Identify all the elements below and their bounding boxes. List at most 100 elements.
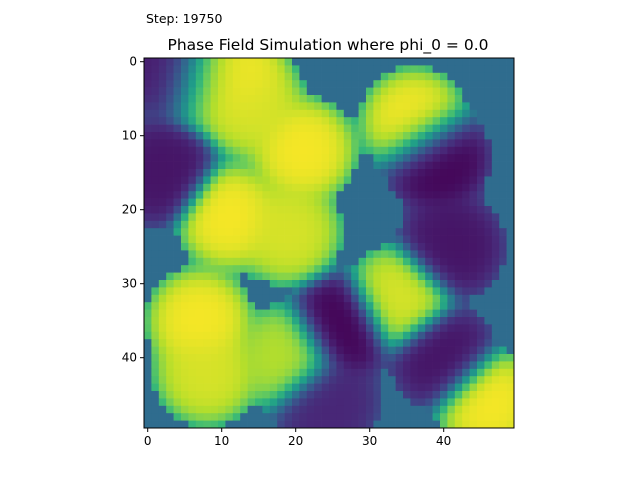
heatmap-cell <box>506 280 515 288</box>
heatmap-cell <box>343 361 352 370</box>
heatmap-cell <box>321 354 330 362</box>
heatmap-cell <box>173 324 182 333</box>
heatmap-cell <box>262 420 271 429</box>
heatmap-cell <box>440 117 448 125</box>
heatmap-cell <box>210 154 219 162</box>
heatmap-cell <box>255 250 263 259</box>
heatmap-cell <box>469 206 478 214</box>
heatmap-cell <box>440 58 448 66</box>
heatmap-cell <box>262 368 271 377</box>
heatmap-cell <box>269 317 278 325</box>
heatmap-cell <box>166 294 174 303</box>
heatmap-cell <box>218 102 226 111</box>
heatmap-cell <box>321 324 330 333</box>
heatmap-cell <box>432 257 441 266</box>
heatmap-cell <box>454 287 463 296</box>
heatmap-cell <box>373 109 382 118</box>
heatmap-cell <box>380 139 389 148</box>
heatmap-cell <box>151 317 160 325</box>
heatmap-cell <box>277 265 285 273</box>
heatmap-cell <box>336 95 345 103</box>
heatmap-cell <box>447 132 456 140</box>
heatmap-cell <box>255 176 263 185</box>
heatmap-cell <box>210 198 219 207</box>
heatmap-cell <box>262 65 271 74</box>
heatmap-cell <box>292 154 300 162</box>
heatmap-cell <box>195 265 204 273</box>
heatmap-cell <box>484 317 493 325</box>
heatmap-cell <box>277 139 285 148</box>
heatmap-cell <box>292 206 300 214</box>
heatmap-cell <box>203 228 211 236</box>
heatmap-cell <box>210 183 219 192</box>
heatmap-cell <box>388 132 396 140</box>
heatmap-cell <box>329 139 337 148</box>
heatmap-cell <box>329 228 337 236</box>
heatmap-cell <box>240 65 248 74</box>
x-tick-label: 40 <box>436 434 451 448</box>
heatmap-cell <box>144 124 152 133</box>
heatmap-cell <box>144 368 152 377</box>
heatmap-cell <box>232 346 241 355</box>
heatmap-cell <box>203 169 211 177</box>
heatmap-cell <box>225 80 234 88</box>
heatmap-cell <box>395 405 404 414</box>
heatmap-cell <box>247 235 256 244</box>
heatmap-cell <box>314 398 322 407</box>
heatmap-cell <box>454 265 463 273</box>
heatmap-cell <box>329 257 337 266</box>
heatmap-cell <box>247 250 256 259</box>
heatmap-cell <box>447 354 456 362</box>
heatmap-cell <box>366 206 374 214</box>
heatmap-cell <box>454 235 463 244</box>
heatmap-cell <box>188 413 197 421</box>
heatmap-cell <box>388 317 396 325</box>
heatmap-cell <box>173 183 182 192</box>
heatmap-cell <box>144 146 152 155</box>
heatmap-cell <box>210 391 219 399</box>
heatmap-cell <box>343 183 352 192</box>
heatmap-cell <box>158 191 167 199</box>
heatmap-cell <box>218 235 226 244</box>
heatmap-cell <box>277 243 285 251</box>
heatmap-cell <box>144 294 152 303</box>
heatmap-cell <box>491 117 500 125</box>
heatmap-cell <box>158 383 167 392</box>
y-tick-label: 40 <box>122 351 137 365</box>
heatmap-cell <box>188 368 197 377</box>
heatmap-cell <box>351 183 359 192</box>
heatmap-cell <box>306 65 315 74</box>
heatmap-cell <box>358 368 367 377</box>
heatmap-cell <box>225 309 234 318</box>
heatmap-cell <box>491 383 500 392</box>
heatmap-cell <box>447 405 456 414</box>
heatmap-cell <box>277 235 285 244</box>
heatmap-cell <box>366 176 374 185</box>
heatmap-cell <box>462 117 470 125</box>
heatmap-cell <box>166 243 174 251</box>
heatmap-cell <box>469 368 478 377</box>
heatmap-cell <box>329 383 337 392</box>
heatmap-cell <box>321 139 330 148</box>
heatmap-cell <box>447 124 456 133</box>
heatmap-cell <box>255 339 263 347</box>
heatmap-cell <box>499 206 507 214</box>
heatmap-cell <box>403 280 411 288</box>
heatmap-cell <box>403 176 411 185</box>
heatmap-cell <box>336 302 345 310</box>
heatmap-cell <box>403 354 411 362</box>
heatmap-cell <box>499 250 507 259</box>
heatmap-cell <box>158 294 167 303</box>
heatmap-cell <box>188 309 197 318</box>
heatmap-cell <box>432 354 441 362</box>
heatmap-cell <box>203 191 211 199</box>
heatmap-cell <box>195 169 204 177</box>
heatmap-cell <box>188 65 197 74</box>
heatmap-cell <box>247 65 256 74</box>
axes-frame <box>143 57 515 429</box>
heatmap-cell <box>403 65 411 74</box>
heatmap-cell <box>417 87 426 96</box>
heatmap-cell <box>218 132 226 140</box>
heatmap-cell <box>477 280 485 288</box>
heatmap-cell <box>173 87 182 96</box>
